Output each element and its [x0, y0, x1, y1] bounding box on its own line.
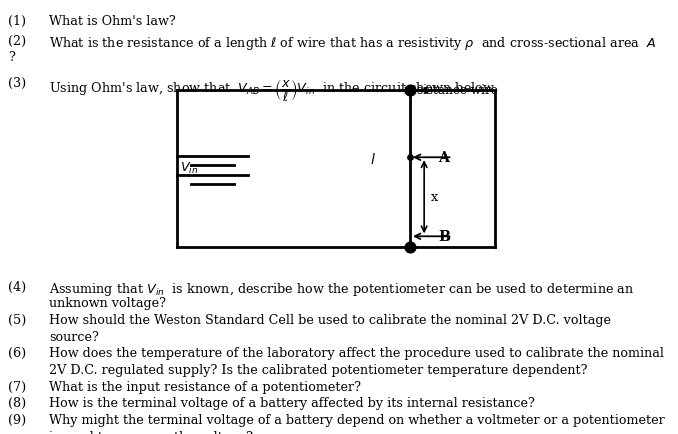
Text: (1): (1)	[8, 15, 26, 28]
Text: Assuming that $V_{in}$  is known, describe how the potentiometer can be used to : Assuming that $V_{in}$ is known, describ…	[49, 280, 634, 297]
Text: unknown voltage?: unknown voltage?	[49, 296, 166, 309]
Text: (7): (7)	[8, 380, 26, 393]
Text: Using Ohm's law, show that  $V_{AB} =\left(\dfrac{x}{\ell}\right)V_{in}$  in the: Using Ohm's law, show that $V_{AB} =\lef…	[49, 77, 498, 103]
Text: 2V D.C. regulated supply? Is the calibrated potentiometer temperature dependent?: 2V D.C. regulated supply? Is the calibra…	[49, 363, 587, 376]
Text: source?: source?	[49, 330, 99, 343]
Text: x: x	[431, 191, 439, 204]
Text: What is Ohm's law?: What is Ohm's law?	[49, 15, 176, 28]
Text: Why might the terminal voltage of a battery depend on whether a voltmeter or a p: Why might the terminal voltage of a batt…	[49, 413, 664, 426]
Text: A: A	[438, 151, 450, 165]
Text: resistance wire: resistance wire	[404, 84, 498, 97]
Text: (2): (2)	[8, 35, 26, 48]
Point	[405, 155, 416, 161]
Text: How is the terminal voltage of a battery affected by its internal resistance?: How is the terminal voltage of a battery…	[49, 396, 535, 409]
Text: (4): (4)	[8, 280, 26, 293]
Text: $l$: $l$	[370, 152, 376, 167]
Text: (6): (6)	[8, 346, 26, 359]
Text: $V_{in}$: $V_{in}$	[180, 161, 199, 176]
Text: (5): (5)	[8, 313, 26, 326]
Point	[405, 88, 416, 95]
Text: (8): (8)	[8, 396, 26, 409]
Text: What is the input resistance of a potentiometer?: What is the input resistance of a potent…	[49, 380, 361, 393]
Point	[405, 243, 416, 250]
Text: (3): (3)	[8, 77, 26, 90]
Text: ?: ?	[8, 51, 15, 64]
Text: (9): (9)	[8, 413, 26, 426]
Text: How does the temperature of the laboratory affect the procedure used to calibrat: How does the temperature of the laborato…	[49, 346, 664, 359]
Text: B: B	[438, 230, 450, 244]
Text: How should the Weston Standard Cell be used to calibrate the nominal 2V D.C. vol: How should the Weston Standard Cell be u…	[49, 313, 611, 326]
Text: What is the resistance of a length $\ell$ of wire that has a resistivity $\rho$ : What is the resistance of a length $\ell…	[49, 35, 656, 52]
Text: is used to measure the voltage?: is used to measure the voltage?	[49, 430, 253, 434]
